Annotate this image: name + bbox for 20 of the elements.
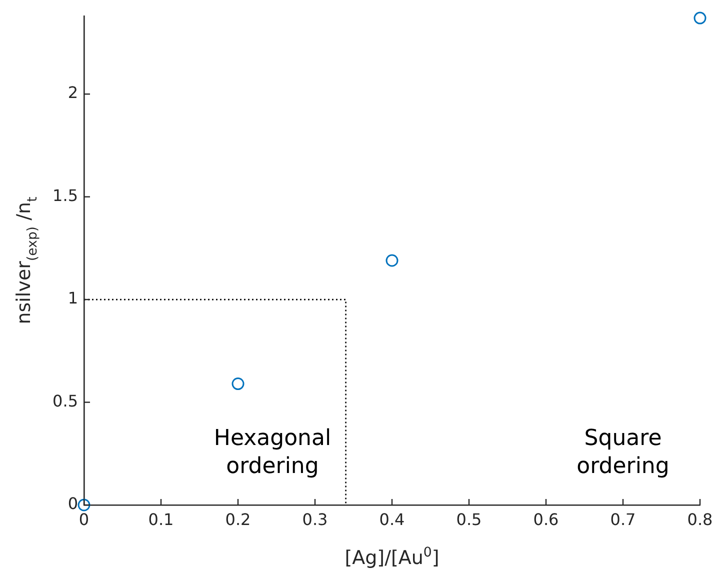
x-tick-label: 0.3 bbox=[302, 510, 328, 529]
point bbox=[386, 254, 398, 267]
x-tick-label: 0.5 bbox=[456, 510, 482, 529]
y-tick-label: 1.5 bbox=[52, 186, 78, 205]
y-tick-label: 0 bbox=[68, 494, 78, 514]
annotation: Square ordering bbox=[576, 426, 670, 480]
x-tick-label: 0.1 bbox=[148, 510, 174, 529]
point bbox=[232, 378, 244, 390]
y-tick-label: 1 bbox=[68, 288, 78, 308]
x-tick-label: 0.8 bbox=[687, 510, 713, 529]
point bbox=[694, 12, 706, 24]
y-tick-label: 0.5 bbox=[52, 391, 78, 410]
y-axis-title: nsilver(exp) /nt bbox=[13, 196, 41, 324]
x-tick-label: 0.6 bbox=[533, 510, 559, 529]
x-tick-label: 0.4 bbox=[379, 510, 405, 529]
x-tick-label: 0.2 bbox=[225, 510, 251, 529]
point bbox=[78, 498, 90, 512]
x-tick-label: 0.7 bbox=[610, 510, 636, 529]
annotation: Hexagonal ordering bbox=[214, 426, 332, 480]
y-tick-label: 2 bbox=[68, 83, 78, 102]
